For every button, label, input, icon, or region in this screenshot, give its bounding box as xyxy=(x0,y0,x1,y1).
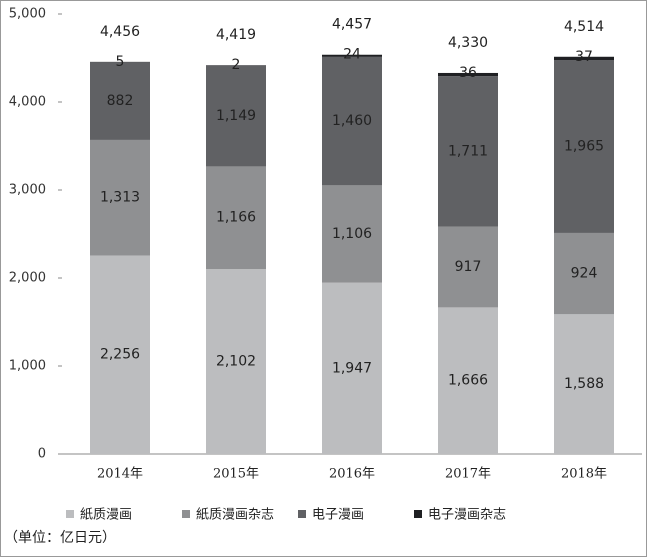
value-label: 1,965 xyxy=(564,138,604,154)
y-tick-label: 2,000 xyxy=(9,271,46,286)
bar-segment xyxy=(322,282,382,454)
y-tick-label: 5,000 xyxy=(9,7,46,22)
bar-segment xyxy=(438,307,498,454)
bar-segment xyxy=(322,185,382,283)
value-label: 1,166 xyxy=(216,210,256,226)
value-label: 1,947 xyxy=(332,360,372,376)
value-label: 24 xyxy=(343,47,361,63)
value-label: 1,313 xyxy=(100,190,140,206)
x-tick-label: 2017年 xyxy=(445,467,491,482)
value-label: 1,106 xyxy=(332,226,372,242)
bar-segment xyxy=(438,226,498,308)
total-label: 4,330 xyxy=(448,35,488,51)
bar-segment xyxy=(554,60,614,233)
total-label: 4,514 xyxy=(564,19,604,35)
value-label: 1,588 xyxy=(564,376,604,392)
total-label: 4,457 xyxy=(332,17,372,33)
legend-swatch xyxy=(414,510,422,518)
bar-segment xyxy=(554,56,614,61)
value-label: 36 xyxy=(459,65,477,81)
legend-label: 电子漫画 xyxy=(312,508,364,523)
bar-segment xyxy=(90,255,150,454)
bar-segment xyxy=(438,76,498,227)
value-label: 1,711 xyxy=(448,143,488,159)
value-label: 1,666 xyxy=(448,373,488,389)
value-label: 2,102 xyxy=(216,354,256,370)
value-label: 5 xyxy=(116,54,125,70)
x-tick-label: 2014年 xyxy=(97,467,143,482)
bar-segment xyxy=(90,139,150,256)
legend-label: 电子漫画杂志 xyxy=(428,508,506,523)
x-tick-label: 2016年 xyxy=(329,467,375,482)
value-label: 882 xyxy=(107,93,134,109)
y-tick-label: 1,000 xyxy=(9,359,46,374)
bar-segment xyxy=(90,62,150,140)
legend-label: 紙质漫画杂志 xyxy=(196,508,274,523)
value-label: 1,460 xyxy=(332,113,372,129)
legend-label: 紙质漫画 xyxy=(80,508,132,523)
value-label: 917 xyxy=(455,259,482,275)
bar-segment xyxy=(206,269,266,454)
legend-swatch xyxy=(66,510,74,518)
legend-swatch xyxy=(182,510,190,518)
bar-segment xyxy=(438,72,498,77)
total-label: 4,419 xyxy=(216,27,256,43)
value-label: 2,256 xyxy=(100,347,140,363)
value-label: 2 xyxy=(232,57,241,73)
total-label: 4,456 xyxy=(100,24,140,40)
bar-segment xyxy=(206,65,266,167)
bar-segment xyxy=(554,314,614,454)
bar-segment xyxy=(554,232,614,315)
value-label: 37 xyxy=(575,49,593,65)
legend-swatch xyxy=(298,510,306,518)
x-tick-label: 2018年 xyxy=(561,467,607,482)
bar-segment xyxy=(206,166,266,270)
bar-segment xyxy=(322,54,382,57)
value-label: 1,149 xyxy=(216,108,256,124)
bar-segment xyxy=(322,56,382,186)
x-tick-label: 2015年 xyxy=(213,467,259,482)
unit-note: （单位：亿日元） xyxy=(4,530,116,546)
y-tick-label: 4,000 xyxy=(9,95,46,110)
y-tick-label: 3,000 xyxy=(9,183,46,198)
y-tick-label: 0 xyxy=(38,447,46,462)
value-label: 924 xyxy=(571,266,598,282)
